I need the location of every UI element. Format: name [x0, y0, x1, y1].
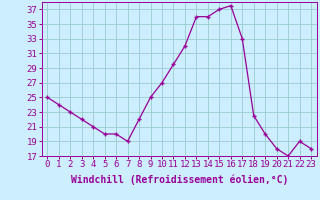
X-axis label: Windchill (Refroidissement éolien,°C): Windchill (Refroidissement éolien,°C) — [70, 175, 288, 185]
